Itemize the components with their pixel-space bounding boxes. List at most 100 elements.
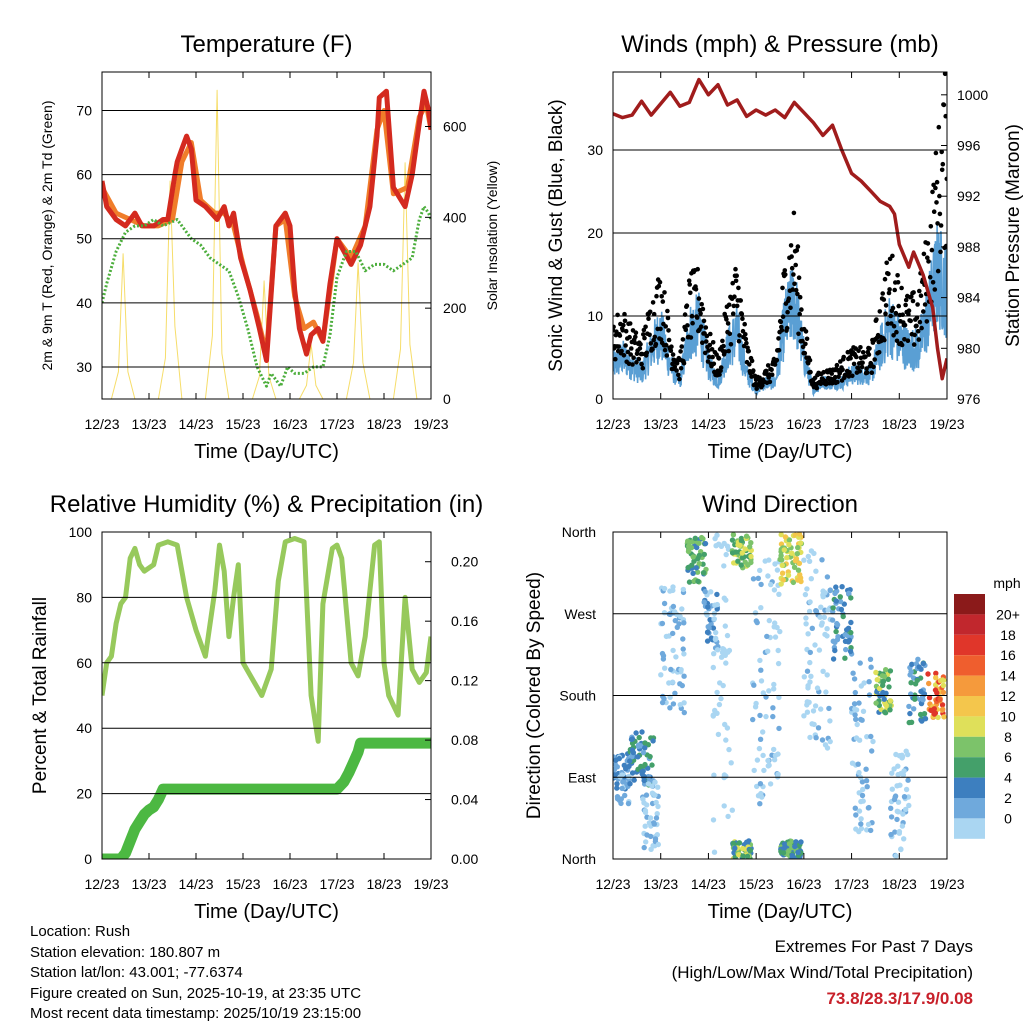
direction-point (824, 745, 831, 751)
x-tick-label: 12/23 (595, 876, 630, 892)
direction-point (681, 709, 687, 716)
gust-point (684, 303, 690, 309)
gust-point (808, 369, 813, 375)
gust-point (700, 340, 705, 346)
direction-point (723, 660, 729, 666)
direction-point (738, 538, 745, 544)
direction-point (655, 784, 661, 790)
direction-point (932, 687, 939, 693)
direction-point (721, 647, 728, 654)
x-tick-label: 15/23 (225, 876, 260, 892)
direction-point (806, 558, 813, 564)
gust-point (643, 324, 648, 330)
direction-point (722, 623, 728, 629)
direction-point (760, 752, 766, 759)
recent-text: Most recent data timestamp: 2025/10/19 2… (30, 1005, 362, 1022)
direction-point (641, 777, 647, 784)
gust-point (621, 353, 627, 358)
gust-point (678, 349, 683, 354)
direction-point (852, 689, 858, 696)
direction-point (791, 564, 798, 570)
direction-point (780, 577, 787, 583)
direction-point (805, 631, 811, 637)
direction-point (751, 767, 757, 774)
x-tick-label: 16/23 (786, 876, 821, 892)
direction-point (824, 633, 830, 639)
gust-point (788, 243, 794, 248)
direction-point (784, 555, 790, 561)
direction-point (803, 621, 809, 627)
direction-point (658, 672, 664, 678)
direction-point (899, 755, 905, 761)
direction-point (767, 781, 774, 787)
direction-point (758, 605, 764, 611)
gust-point (638, 341, 643, 347)
direction-point (903, 786, 910, 793)
gust-point (938, 249, 943, 255)
direction-point (820, 594, 826, 600)
direction-point (907, 710, 913, 717)
direction-point (860, 786, 866, 793)
direction-point (859, 717, 865, 723)
direction-point (629, 747, 636, 753)
colorbar-swatch (954, 634, 985, 656)
y-tick-label: 30 (587, 142, 603, 158)
x-tick-label: 13/23 (131, 416, 166, 432)
direction-point (648, 846, 654, 852)
direction-point (778, 532, 784, 538)
direction-point (827, 738, 833, 745)
direction-point (768, 581, 774, 588)
gust-point (730, 280, 735, 286)
x-axis-label: Time (Day/UTC) (708, 441, 853, 463)
direction-point (832, 590, 838, 597)
direction-point (701, 551, 707, 558)
direction-point (647, 753, 653, 760)
gust-point (686, 278, 692, 284)
y-tick-label: 20 (587, 225, 603, 241)
gust-point (799, 307, 804, 312)
direction-point (761, 767, 767, 774)
direction-point (801, 557, 807, 563)
direction-point (640, 749, 647, 756)
y2-tick-label: 0.20 (451, 554, 478, 570)
direction-point (911, 706, 917, 712)
gust-point (936, 124, 942, 130)
gust-point (672, 364, 678, 370)
x-axis-label: Time (Day/UTC) (194, 901, 339, 923)
direction-point (698, 534, 705, 541)
gust-point (802, 350, 808, 356)
direction-point (827, 587, 833, 594)
direction-point (860, 708, 867, 714)
gust-point (911, 342, 917, 347)
direction-point (721, 540, 727, 547)
direction-point (679, 682, 685, 689)
gust-point (807, 357, 813, 363)
gust-point (874, 317, 879, 322)
direction-point (928, 707, 934, 713)
gust-point (918, 293, 924, 299)
direction-point (752, 610, 759, 616)
direction-point (614, 781, 620, 787)
direction-point (909, 661, 915, 667)
direction-point (711, 849, 718, 855)
gust-point (869, 370, 875, 376)
colorbar-label: 4 (1004, 770, 1012, 786)
direction-point (661, 585, 668, 592)
gust-point (835, 379, 840, 385)
gust-point (660, 299, 666, 304)
x-tick-label: 18/23 (882, 876, 917, 892)
direction-point (825, 607, 831, 613)
direction-point (933, 670, 939, 676)
gust-point (702, 350, 708, 356)
gust-point (780, 285, 785, 291)
gust-point (872, 357, 877, 362)
direction-point (807, 734, 813, 741)
direction-point (926, 695, 933, 701)
gust-point (728, 342, 734, 347)
y-tick-label: 0 (595, 391, 603, 407)
gust-point (803, 341, 808, 347)
gust-point (938, 223, 944, 228)
series-orange (102, 101, 431, 357)
gust-point (910, 298, 916, 304)
direction-point (613, 761, 618, 768)
